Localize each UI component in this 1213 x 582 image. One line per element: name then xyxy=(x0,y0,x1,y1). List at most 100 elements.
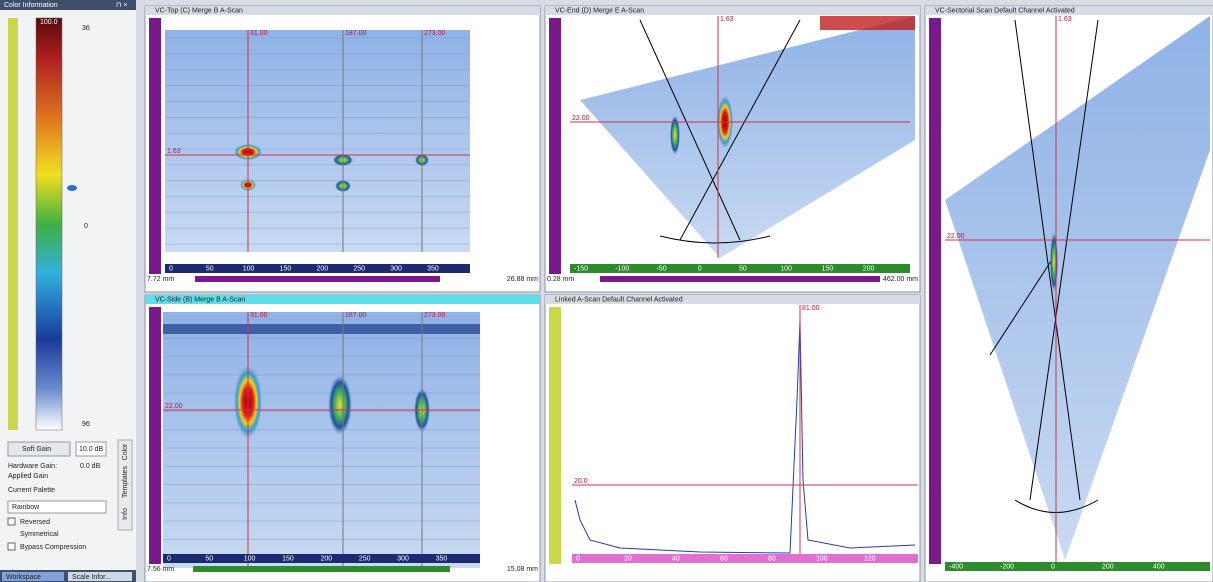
panel-title: Color Information xyxy=(4,2,58,9)
x-tick-label: 300 xyxy=(397,555,409,562)
x-tick-label: -50 xyxy=(657,265,667,272)
x-tick-label: 300 xyxy=(390,265,402,272)
cursor-label: 31.00 xyxy=(250,30,268,37)
view-title: VC-Side (B) Merge B A-Scan xyxy=(155,296,245,303)
range-slider xyxy=(600,276,880,282)
cursor-label: 22.00 xyxy=(572,115,590,122)
range-label: 26.88 mm xyxy=(507,276,538,283)
x-tick-label: 250 xyxy=(353,265,365,272)
x-tick-label: 60 xyxy=(720,555,728,562)
scan-image xyxy=(163,312,480,568)
palette-max: 100.0 xyxy=(40,19,58,26)
soft-gain-label: Soft Gain xyxy=(22,446,51,453)
color-panel xyxy=(0,0,136,582)
scan-band xyxy=(820,16,915,30)
cursor-label: 81.00 xyxy=(802,305,820,312)
x-tick-label: 20 xyxy=(624,555,632,562)
option: Bypass Compression xyxy=(20,544,86,551)
x-tick-label: 400 xyxy=(1153,563,1165,570)
scale-label: 0 xyxy=(84,223,88,230)
palette-bar xyxy=(36,18,62,430)
hardware-gain-value: 0.0 dB xyxy=(80,463,101,470)
ruler xyxy=(929,18,941,564)
cursor-label: 31.00 xyxy=(250,312,268,319)
range-label: 15.08 mm xyxy=(507,566,538,573)
x-tick-label: 150 xyxy=(282,555,294,562)
x-tick-label: 50 xyxy=(206,265,214,272)
x-tick-label: 120 xyxy=(864,555,876,562)
cursor-label: 1.63 xyxy=(1058,16,1072,23)
x-tick-label: 0 xyxy=(167,555,171,562)
x-tick-label: 200 xyxy=(321,555,333,562)
pin[interactable]: ⊓ × xyxy=(116,2,128,9)
x-tick-label: 350 xyxy=(436,555,448,562)
cursor-label: 187.00 xyxy=(345,30,367,37)
view-title: Linked A-Scan Default Channel Activated xyxy=(555,296,683,303)
cursor-label: 273.00 xyxy=(424,30,446,37)
range-label: 7.56 mm xyxy=(147,566,174,573)
view-title: VC-Sectorial Scan Default Channel Activa… xyxy=(935,7,1075,14)
ruler xyxy=(549,307,561,564)
ruler xyxy=(8,18,18,430)
range-label: 0.28 mm xyxy=(547,276,574,283)
indication xyxy=(1050,232,1058,292)
x-tick-label: 200 xyxy=(863,265,875,272)
indication xyxy=(670,115,680,155)
x-tick-label: 50 xyxy=(739,265,747,272)
x-tick-label: 100 xyxy=(780,265,792,272)
cursor-label: 22.00 xyxy=(165,403,183,410)
scan-image xyxy=(165,30,470,252)
x-tick-label: 100 xyxy=(243,265,255,272)
x-tick-label: -400 xyxy=(949,563,963,570)
x-tick-label: 40 xyxy=(672,555,680,562)
x-tick-label: -150 xyxy=(574,265,588,272)
side-tab[interactable]: Color xyxy=(122,443,129,460)
x-tick-label: 0 xyxy=(698,265,702,272)
x-tick-label: 100 xyxy=(816,555,828,562)
x-tick-label: 0 xyxy=(169,265,173,272)
soft-gain-value: 10.0 dB xyxy=(79,446,103,453)
palette-value: Rainbow xyxy=(12,504,40,511)
scale-label: 36 xyxy=(82,25,90,32)
range-slider xyxy=(195,276,440,282)
palette-label: Current Palette xyxy=(8,487,55,494)
cursor-label: 187.00 xyxy=(345,312,367,319)
x-tick-label: 50 xyxy=(205,555,213,562)
side-tab[interactable]: Info xyxy=(122,508,129,520)
cursor-label: 273.00 xyxy=(424,312,446,319)
x-tick-label: 0 xyxy=(1051,563,1055,570)
x-tick-label: -200 xyxy=(1000,563,1014,570)
task-tab-label: Workspace xyxy=(6,574,41,581)
range-slider xyxy=(193,566,450,572)
checkbox[interactable] xyxy=(8,518,15,525)
scan-band xyxy=(163,324,480,334)
x-tick-label: -100 xyxy=(615,265,629,272)
ruler xyxy=(149,18,161,274)
checkbox[interactable] xyxy=(8,543,15,550)
ruler xyxy=(149,307,161,564)
side-tab[interactable]: Templates xyxy=(122,466,129,498)
x-tick-label: 250 xyxy=(359,555,371,562)
cursor-label: 1.63 xyxy=(720,16,734,23)
cursor-label: 22.00 xyxy=(947,233,965,240)
axis-bar xyxy=(945,562,1210,571)
x-tick-label: 200 xyxy=(1102,563,1114,570)
x-tick-label: 350 xyxy=(427,265,439,272)
view-panel xyxy=(545,295,920,582)
views: VC-Top (C) Merge B A-Scan 31.00 187.00 273.… xyxy=(145,6,1213,582)
option: Reversed xyxy=(20,519,50,526)
workspace: Color Information ⊓ × 100.0 36 0 96 Soft… xyxy=(0,0,1213,582)
task-tab-label: Scale Infor... xyxy=(72,574,111,581)
range-label: 462.00 mm xyxy=(883,276,918,283)
hardware-gain-label: Hardware Gain: xyxy=(8,463,57,470)
x-tick-label: 150 xyxy=(280,265,292,272)
cursor-label: 1.63 xyxy=(167,148,181,155)
applied-gain-label: Applied Gain xyxy=(8,473,48,480)
gain-slider[interactable] xyxy=(67,185,77,191)
view-title: VC-Top (C) Merge B A-Scan xyxy=(155,7,243,14)
view-title: VC-End (D) Merge E A-Scan xyxy=(555,7,644,14)
x-tick-label: 150 xyxy=(822,265,834,272)
x-tick-label: 80 xyxy=(768,555,776,562)
range-label: 7.72 mm xyxy=(147,276,174,283)
x-tick-label: 200 xyxy=(317,265,329,272)
